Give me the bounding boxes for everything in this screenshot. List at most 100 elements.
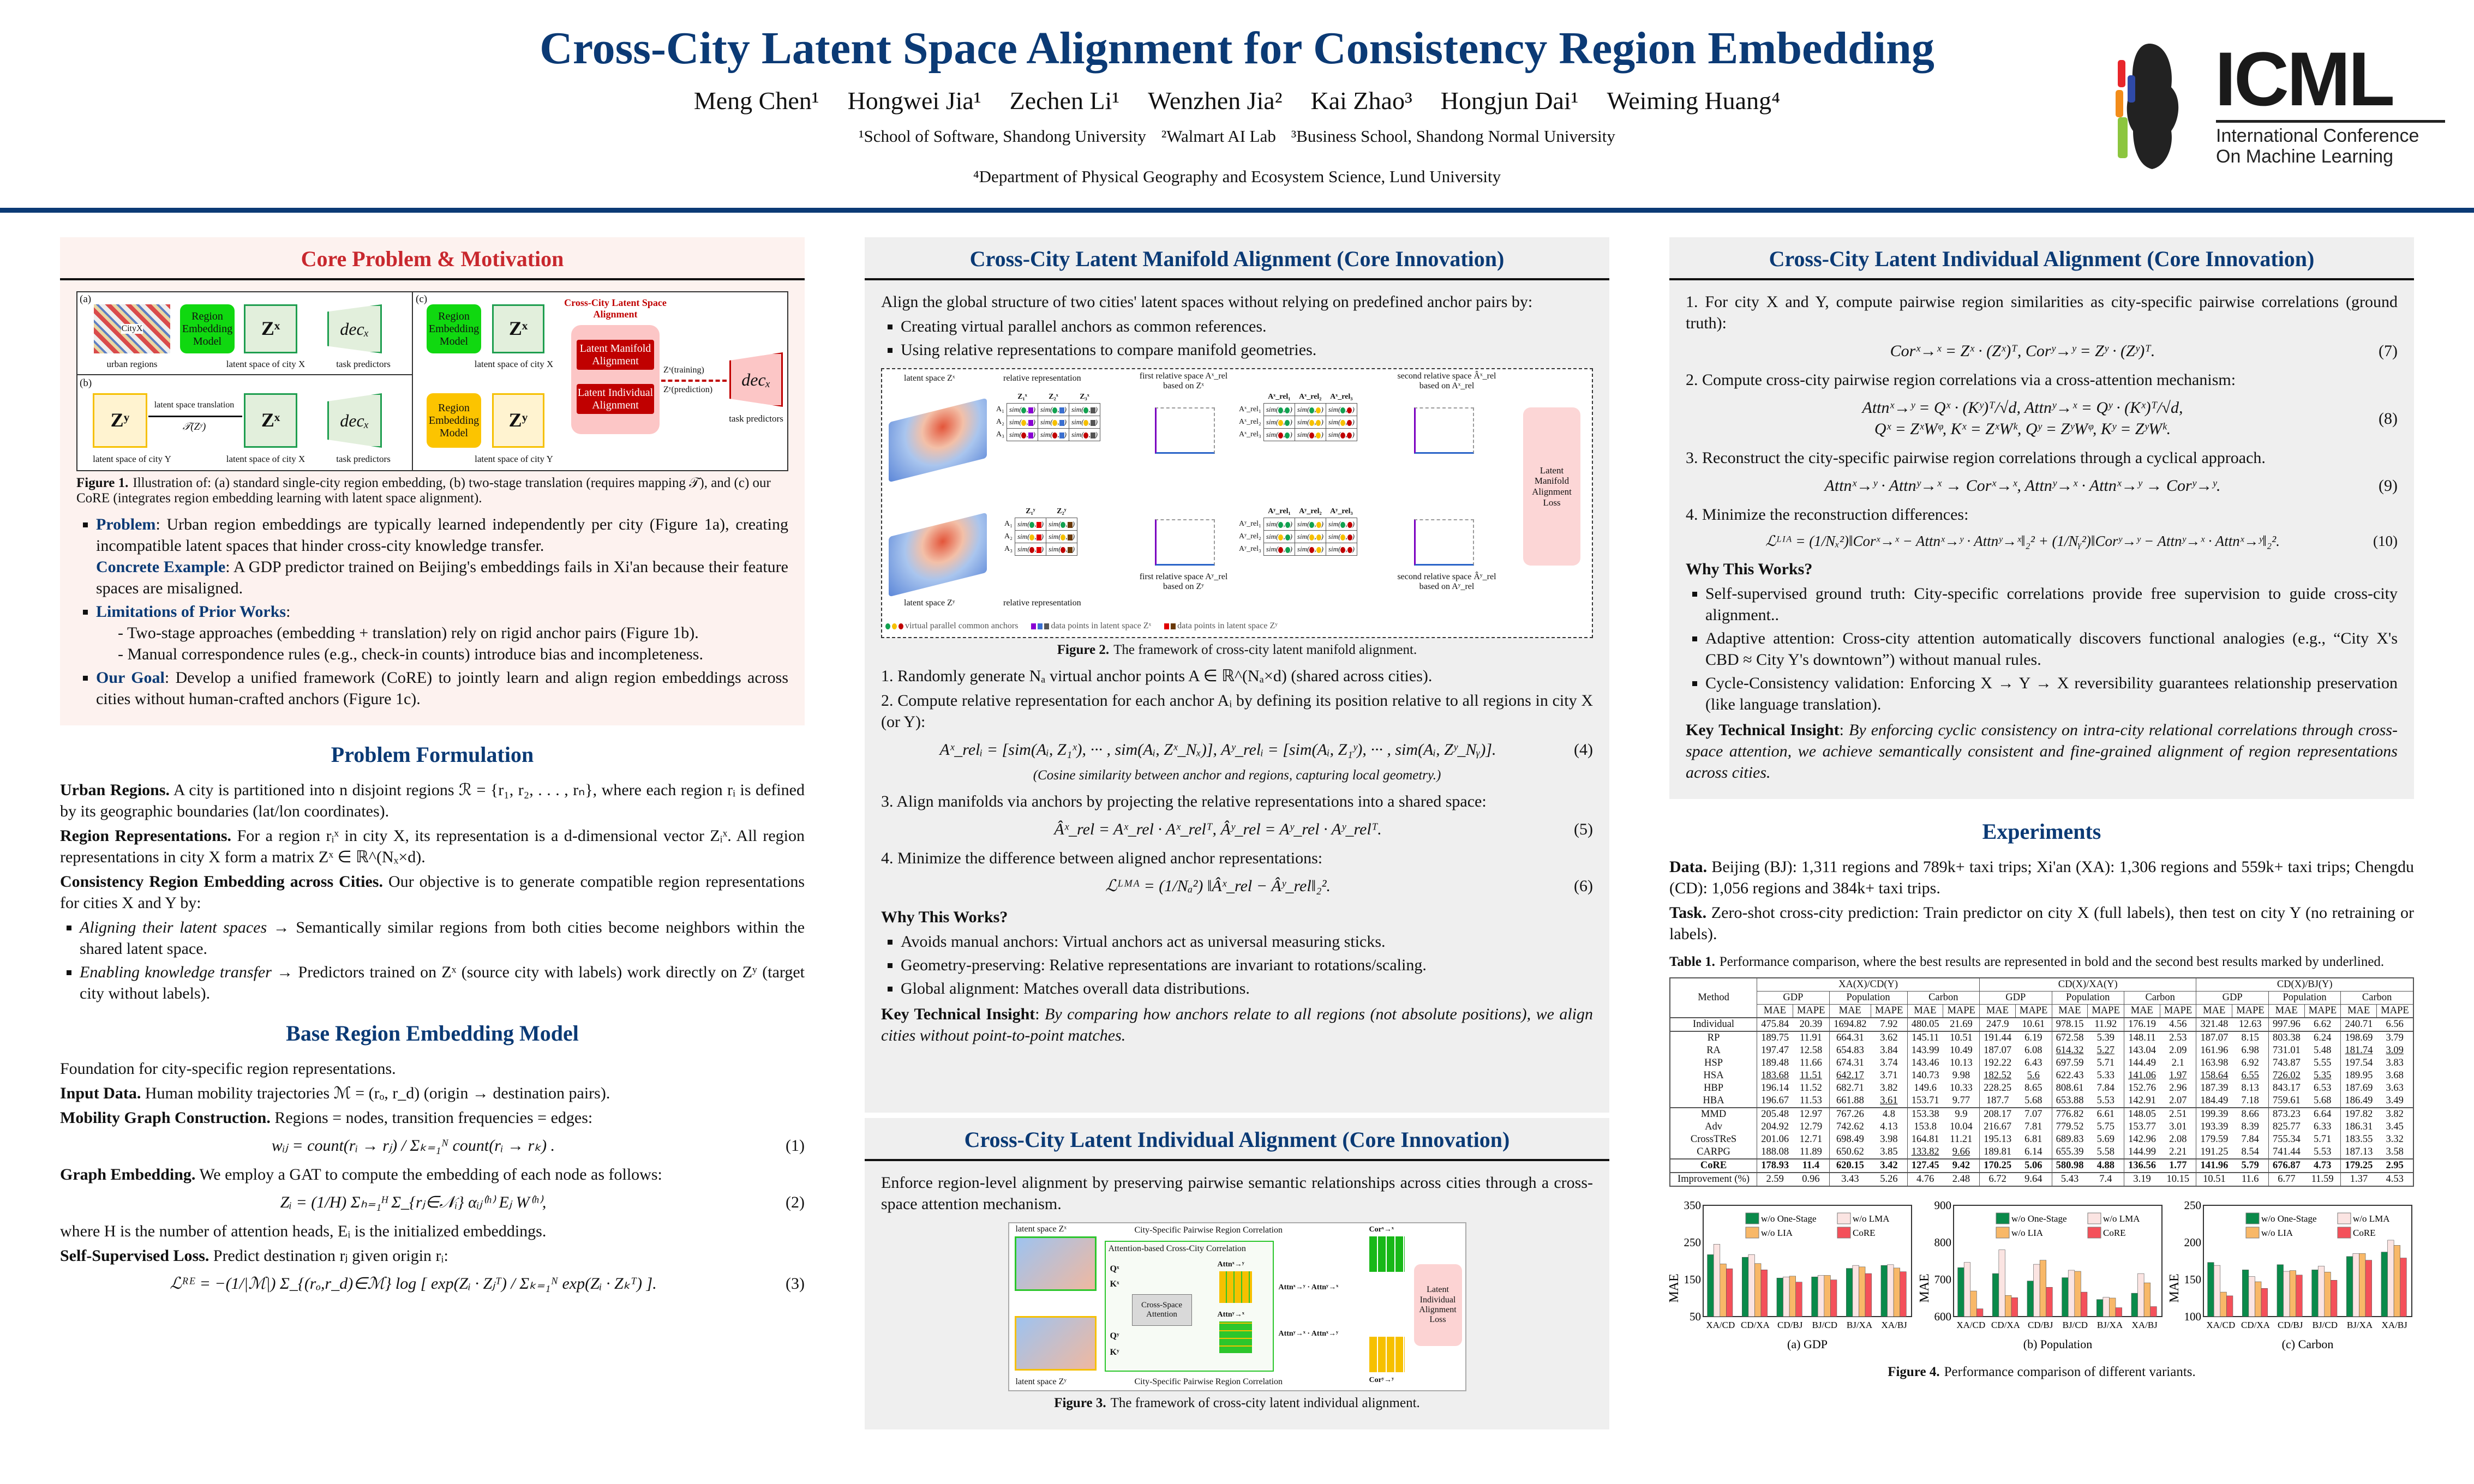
value-cell: 12.71 — [1799, 1134, 1823, 1145]
row-header: A₂ — [996, 418, 1004, 426]
y-tick-label: 100 — [2184, 1310, 2202, 1323]
metric-header: MAE — [2196, 1004, 2232, 1018]
anchor-dot-icon — [1021, 419, 1027, 426]
bar — [1783, 1276, 1790, 1317]
label: Mobility Graph Construction. — [60, 1109, 271, 1127]
metric-header: MAE — [1907, 1004, 1943, 1018]
city-map: CityX — [94, 304, 170, 353]
value-cell: 3.82 — [2376, 1107, 2413, 1121]
value-cell: 6.81 — [2024, 1134, 2042, 1145]
lia-panel: Cross-City Latent Individual Alignment (… — [1669, 237, 2414, 799]
label: task predictors — [336, 359, 391, 369]
bar — [1887, 1264, 1894, 1317]
anchor-dot-icon — [1278, 534, 1284, 540]
value-cell: 153.77 — [2123, 1121, 2160, 1133]
metric-header: MAE — [1829, 1004, 1871, 1018]
bar — [2068, 1270, 2075, 1317]
anchor-dot-icon — [1278, 521, 1284, 528]
bar — [1900, 1271, 1907, 1317]
anchor-dot-icon — [1285, 432, 1290, 438]
table-row: RP 189.75 11.91 664.31 3.62 145.11 10.51 191.44… — [1669, 1031, 2413, 1044]
cross-space-attention: Cross-Space Attention — [1131, 1294, 1192, 1326]
value-cell: 3.58 — [2386, 1146, 2404, 1157]
author: Meng Chen¹ — [693, 87, 819, 115]
value-cell: 142.96 — [2123, 1133, 2160, 1146]
label: City-Specific Pairwise Region Correlatio… — [1134, 1225, 1283, 1235]
paragraph: Foundation for city-specific region repr… — [60, 1060, 396, 1078]
value-cell: 1.97 — [2169, 1070, 2187, 1081]
value-cell: 3.84 — [1880, 1045, 1898, 1056]
x-tick-label: BJ/CD — [1812, 1320, 1837, 1330]
panel-label: (a) — [80, 293, 92, 305]
label: first relative space Aʸ_rel based on Zʸ — [1139, 572, 1228, 592]
value-cell: 978.15 — [2051, 1017, 2088, 1031]
y-tick-label: 350 — [1684, 1199, 1702, 1212]
value-cell: 7.81 — [2024, 1121, 2042, 1132]
anchor-dot-icon — [1029, 521, 1035, 528]
bar — [2393, 1245, 2401, 1317]
list-item: Cycle-Consistency validation: Enforcing … — [1705, 672, 2398, 715]
author: Hongwei Jia¹ — [847, 87, 981, 115]
text: - Two-stage approaches (embedding + tran… — [118, 624, 699, 642]
anchor-dot-icon — [1347, 407, 1352, 413]
text: Our objective is to generate compatible … — [60, 873, 805, 912]
text: Regions = nodes, transition frequencies … — [270, 1109, 593, 1127]
bar — [2039, 1260, 2046, 1317]
anchor-dot-icon — [1316, 546, 1321, 553]
bar — [2311, 1270, 2319, 1317]
value-cell: 3.49 — [2386, 1095, 2404, 1106]
value-cell: 676.87 — [2268, 1158, 2305, 1173]
sim-label: sim — [1266, 430, 1276, 438]
value-cell: 12.63 — [2232, 1017, 2269, 1031]
data-point-icon — [1028, 419, 1033, 426]
value-cell: 9.42 — [1943, 1158, 1980, 1173]
value-cell: 20.39 — [1793, 1017, 1830, 1031]
logo-wordmark: ICML — [2215, 36, 2395, 122]
metric-header: MAPE — [1792, 1004, 1830, 1018]
x-tick-label: XA/BJ — [2131, 1320, 2158, 1330]
equation: ℒᴸᴹᴬ = (1/Nₐ²) ‖Âˣ_rel − Âʸ_rel‖₂². — [1105, 877, 1331, 895]
author: Zechen Li¹ — [1009, 87, 1120, 115]
relative-representation-grid: Z₁ˣ Z₂ˣ Z₃ˣ A₁ sim(,) sim(,) sim(,) A₂ sim(,) sim… — [994, 391, 1100, 441]
insight: Key Technical Insight: By comparing how … — [881, 1005, 1593, 1044]
anchor-dot-icon — [1083, 419, 1089, 426]
table-row: HBP 196.14 11.52 682.71 3.82 149.6 10.33 228.25… — [1669, 1082, 2413, 1095]
section-heading: Cross-City Latent Individual Alignment (… — [865, 1118, 1609, 1161]
bar — [1824, 1275, 1831, 1317]
value-cell: 11.92 — [2087, 1017, 2124, 1031]
bar — [2131, 1293, 2138, 1317]
step: 1. Randomly generate Nₐ virtual anchor p… — [881, 667, 1433, 685]
sim-cell: sim(,) — [1015, 518, 1046, 531]
value-cell: 240.71 — [2340, 1017, 2377, 1031]
sim-label: sim — [1297, 545, 1307, 553]
x-tick-label: XA/BJ — [2382, 1320, 2408, 1330]
figure-2-legend: virtual parallel common anchors data poin… — [885, 621, 1278, 631]
text: By comparing how anchors relate to all r… — [881, 1005, 1593, 1044]
bar — [2115, 1307, 2122, 1317]
section-heading: Base Region Embedding Model — [286, 1021, 579, 1046]
value-cell: 1694.82 — [1829, 1017, 1871, 1031]
value-cell: 6.72 — [1979, 1172, 2016, 1186]
y-tick-label: 700 — [1934, 1273, 1951, 1286]
anchor-dot-icon — [1309, 419, 1315, 426]
bar — [1859, 1266, 1866, 1317]
table-row: Improvement (%) 2.59 0.96 3.43 5.26 4.76 2.48 6… — [1669, 1172, 2413, 1186]
x-tick-label: CD/XA — [2241, 1320, 2271, 1330]
region-embedding-model: Region Embedding Model — [427, 393, 481, 448]
sim-label: sim — [1297, 520, 1307, 528]
value-cell: 4.88 — [2087, 1158, 2124, 1173]
label: Consistency Region Embedding across Citi… — [60, 873, 383, 891]
sim-cell: sim(,) — [1046, 543, 1077, 556]
label: Attnʸ→ˣ — [1217, 1311, 1244, 1319]
bar — [2149, 1306, 2157, 1317]
text: Predict destination rⱼ given origin rᵢ: — [209, 1247, 448, 1265]
equation: Zᵢ = (1/H) Σₕ₌₁ᴴ Σ_{rⱼ∈𝒩ᵢ} αᵢⱼ⁽ʰ⁾ Eⱼ W⁽ʰ… — [280, 1193, 547, 1211]
value-cell: 178.93 — [1757, 1158, 1793, 1173]
value-cell: 205.48 — [1757, 1107, 1793, 1121]
bar — [2324, 1272, 2331, 1317]
anchor-dot-icon — [1309, 534, 1315, 540]
value-cell: 726.02 — [2268, 1070, 2305, 1082]
sim-cell: sim(,) — [1007, 428, 1038, 441]
label: Enabling knowledge transfer — [80, 963, 272, 981]
value-cell: 7.84 — [2241, 1134, 2259, 1145]
